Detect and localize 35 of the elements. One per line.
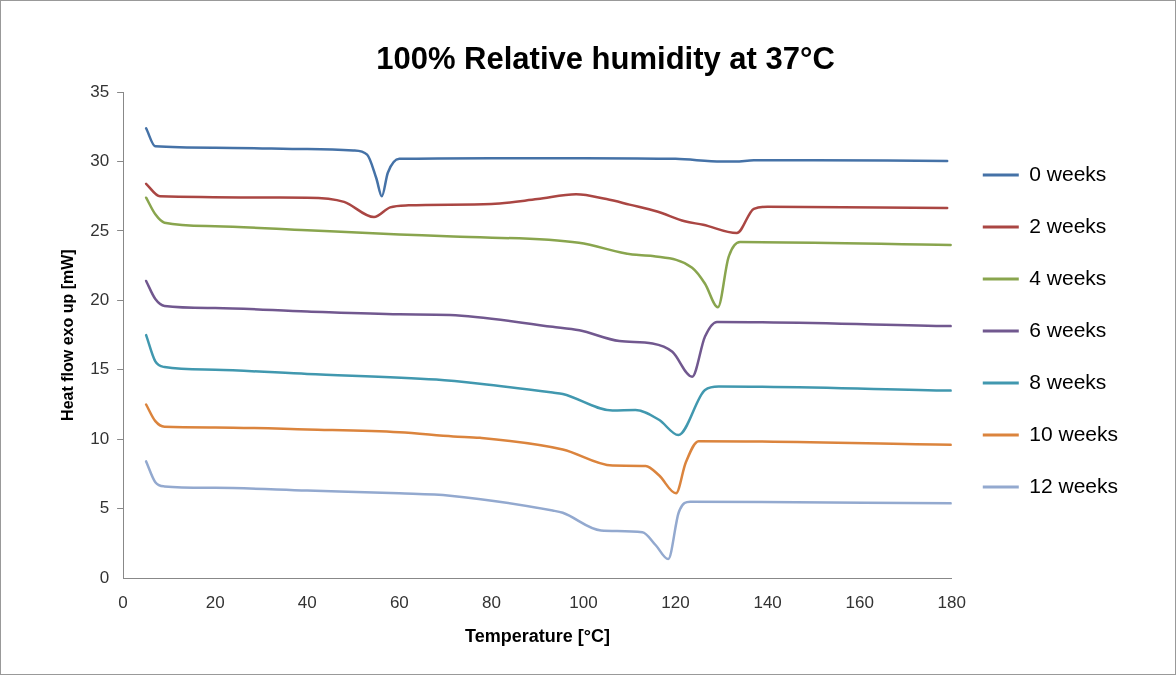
y-tick-label: 30	[90, 151, 110, 171]
legend-label: 10 weeks	[1029, 421, 1118, 445]
x-tick-label: 140	[753, 592, 782, 612]
legend-label: 0 weeks	[1029, 161, 1107, 185]
x-tick-label: 160	[845, 592, 874, 612]
x-axis-title: Temperature [°C]	[465, 626, 610, 647]
line-series	[144, 403, 952, 495]
y-tick-label: 20	[90, 290, 110, 310]
legend-label: 6 weeks	[1029, 317, 1107, 341]
y-tick-label: 35	[90, 81, 110, 101]
chart-title: 100% Relative humidity at 37°C	[376, 41, 835, 77]
line-series	[144, 279, 952, 378]
x-tick-label: 100	[569, 592, 598, 612]
legend-label: 2 weeks	[1029, 213, 1107, 237]
y-tick-label: 5	[99, 498, 110, 518]
line-series	[144, 196, 952, 309]
legend-label: 8 weeks	[1029, 369, 1107, 393]
x-tick-label: 120	[661, 592, 690, 612]
x-tick-label: 60	[389, 592, 409, 612]
y-axis-title: Heat flow exo up [mW]	[59, 249, 77, 421]
line-series	[144, 127, 949, 198]
line-series	[144, 460, 952, 561]
x-tick-label: 20	[205, 592, 225, 612]
x-tick-label: 80	[481, 592, 501, 612]
y-tick-label: 0	[99, 567, 110, 587]
line-series	[144, 333, 952, 437]
x-tick-label: 40	[297, 592, 317, 612]
legend-label: 12 weeks	[1029, 473, 1118, 497]
x-tick-label: 0	[118, 592, 128, 612]
legend-label: 4 weeks	[1029, 265, 1107, 289]
x-tick-label: 180	[937, 592, 966, 612]
y-tick-label: 25	[90, 220, 110, 240]
line-series	[144, 182, 949, 235]
y-tick-label: 10	[90, 428, 110, 448]
y-tick-label: 15	[90, 359, 110, 379]
